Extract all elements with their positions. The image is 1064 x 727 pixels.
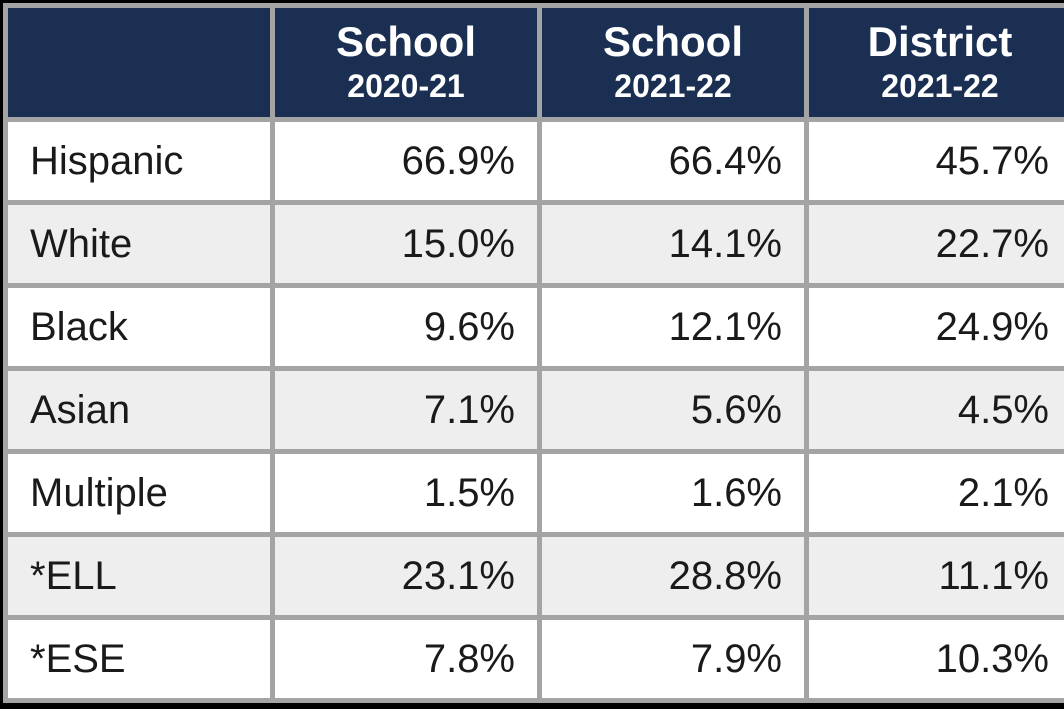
demographics-table-container: School 2020-21 School 2021-22 District 2… xyxy=(0,0,1064,709)
header-subtitle: 2021-22 xyxy=(817,68,1063,105)
header-subtitle: 2021-22 xyxy=(550,68,796,105)
row-value: 7.8% xyxy=(275,620,537,698)
row-value: 24.9% xyxy=(809,288,1064,366)
header-school-2021-22: School 2021-22 xyxy=(542,8,804,117)
table-row: Asian 7.1% 5.6% 4.5% xyxy=(8,371,1064,449)
row-value: 2.1% xyxy=(809,454,1064,532)
row-label: White xyxy=(8,205,270,283)
row-label: Hispanic xyxy=(8,122,270,200)
row-label: Black xyxy=(8,288,270,366)
row-value: 5.6% xyxy=(542,371,804,449)
row-label: Asian xyxy=(8,371,270,449)
row-value: 15.0% xyxy=(275,205,537,283)
row-value: 9.6% xyxy=(275,288,537,366)
header-title: District xyxy=(817,18,1063,66)
row-label: *ELL xyxy=(8,537,270,615)
header-district-2021-22: District 2021-22 xyxy=(809,8,1064,117)
table-header-row: School 2020-21 School 2021-22 District 2… xyxy=(8,8,1064,117)
table-row: *ELL 23.1% 28.8% 11.1% xyxy=(8,537,1064,615)
row-value: 45.7% xyxy=(809,122,1064,200)
row-value: 22.7% xyxy=(809,205,1064,283)
table-row: *ESE 7.8% 7.9% 10.3% xyxy=(8,620,1064,698)
row-label: *ESE xyxy=(8,620,270,698)
header-title: School xyxy=(550,18,796,66)
table-row: Hispanic 66.9% 66.4% 45.7% xyxy=(8,122,1064,200)
row-value: 4.5% xyxy=(809,371,1064,449)
row-value: 66.4% xyxy=(542,122,804,200)
row-label: Multiple xyxy=(8,454,270,532)
table-row: Multiple 1.5% 1.6% 2.1% xyxy=(8,454,1064,532)
header-title: School xyxy=(283,18,529,66)
row-value: 11.1% xyxy=(809,537,1064,615)
row-value: 12.1% xyxy=(542,288,804,366)
row-value: 7.1% xyxy=(275,371,537,449)
header-blank xyxy=(8,8,270,117)
demographics-table: School 2020-21 School 2021-22 District 2… xyxy=(3,3,1064,703)
table-body: Hispanic 66.9% 66.4% 45.7% White 15.0% 1… xyxy=(8,122,1064,698)
table-row: Black 9.6% 12.1% 24.9% xyxy=(8,288,1064,366)
row-value: 66.9% xyxy=(275,122,537,200)
header-school-2020-21: School 2020-21 xyxy=(275,8,537,117)
row-value: 23.1% xyxy=(275,537,537,615)
row-value: 1.6% xyxy=(542,454,804,532)
header-subtitle: 2020-21 xyxy=(283,68,529,105)
row-value: 14.1% xyxy=(542,205,804,283)
table-row: White 15.0% 14.1% 22.7% xyxy=(8,205,1064,283)
row-value: 10.3% xyxy=(809,620,1064,698)
row-value: 28.8% xyxy=(542,537,804,615)
row-value: 1.5% xyxy=(275,454,537,532)
row-value: 7.9% xyxy=(542,620,804,698)
